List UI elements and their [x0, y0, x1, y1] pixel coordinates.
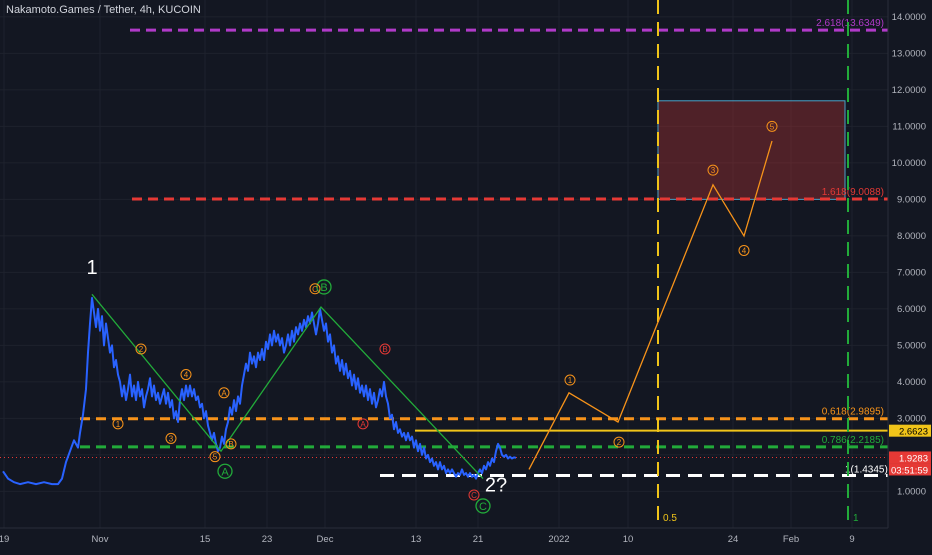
- price-axis-label: 10.0000: [892, 158, 926, 169]
- wave-label-text: A: [221, 389, 227, 398]
- symbol-title: Nakamoto.Games / Tether, 4h, KUCOIN: [6, 4, 201, 16]
- wave-label-circle: [135, 343, 147, 355]
- time-axis-label: 24: [728, 534, 739, 545]
- price-axis-label: 5.0000: [897, 340, 926, 351]
- wave-label-text: 1: [568, 376, 573, 385]
- wave-label-circle: [357, 418, 369, 430]
- price-axis-label: 3.0000: [897, 413, 926, 424]
- wave-label-circle: [475, 498, 491, 514]
- wave-label-text: 4: [742, 246, 747, 255]
- price-axis-label: 7.0000: [897, 267, 926, 278]
- fib-level-label: 2.618(13.6349): [816, 18, 884, 29]
- time-axis-label: 21: [473, 534, 484, 545]
- wave-label-circle: [225, 438, 237, 450]
- wave-label-circle: [707, 164, 719, 176]
- wave-label-circle: [309, 283, 321, 295]
- time-axis-label: Dec: [317, 534, 334, 545]
- projection-path[interactable]: [528, 140, 773, 470]
- time-line-label: 0.5: [663, 513, 677, 524]
- price-axis-label: 11.0000: [892, 121, 926, 132]
- wave-label-text: 4: [184, 371, 189, 380]
- price-tag: [889, 424, 931, 437]
- fib-level-label: 0.786(2.2185): [822, 435, 884, 446]
- wave-label-text: A: [360, 420, 366, 429]
- time-axis[interactable]: [0, 528, 932, 550]
- price-tag: [889, 451, 931, 464]
- wave-label-text: 2: [139, 345, 144, 354]
- price-tag-label: 1.9283: [899, 453, 928, 464]
- wave-label-circle: [112, 418, 124, 430]
- time-axis-label: Nov: [92, 534, 109, 545]
- price-axis-label: 9.0000: [897, 194, 926, 205]
- wave-label-circle: [217, 463, 233, 479]
- time-axis-label: 9: [849, 534, 854, 545]
- wave-label-text: A: [221, 466, 229, 478]
- wave-label-circle: [468, 489, 480, 501]
- time-axis-label: 10: [623, 534, 634, 545]
- wave-label-text: 2: [617, 438, 622, 447]
- price-axis-label: 13.0000: [892, 48, 926, 59]
- fib-level-label: 1(1.4345): [845, 464, 888, 475]
- time-axis-label: 19: [0, 534, 9, 545]
- wave-label-text: B: [228, 440, 233, 449]
- wave-label-big: 1: [86, 257, 97, 279]
- price-axis-label: 14.0000: [892, 12, 926, 23]
- wave-label-circle: [738, 244, 750, 256]
- price-axis-label: 12.0000: [892, 85, 926, 96]
- fib-level-label: 1.618(9.0088): [822, 187, 884, 198]
- price-series-line[interactable]: [2, 296, 517, 486]
- time-axis-label: Feb: [783, 534, 799, 545]
- price-axis-label: 1.0000: [897, 486, 926, 497]
- wave-label-text: C: [471, 491, 477, 500]
- wave-label-text: 3: [711, 166, 716, 175]
- wave-label-circle: [180, 369, 192, 381]
- wave-label-text: 1: [116, 420, 121, 429]
- time-axis-label: 23: [262, 534, 273, 545]
- wave-label-text: 5: [770, 122, 775, 131]
- wave-label-text: C: [312, 285, 318, 294]
- time-axis-label: 13: [411, 534, 422, 545]
- wave-label-circle: [165, 432, 177, 444]
- wave-line[interactable]: [91, 293, 484, 480]
- time-axis-label: 15: [200, 534, 211, 545]
- wave-label-text: 3: [169, 434, 174, 443]
- wave-label-text: C: [479, 501, 487, 513]
- time-line-label: 1: [853, 513, 859, 524]
- target-zone-box[interactable]: [657, 100, 846, 200]
- wave-label-circle: [218, 387, 230, 399]
- wave-label-text: B: [382, 345, 387, 354]
- wave-label-big: 2?: [485, 474, 507, 496]
- wave-label-circle: [209, 451, 221, 463]
- wave-label-circle: [613, 436, 625, 448]
- wave-label-circle: [316, 279, 332, 295]
- wave-label-circle: [379, 343, 391, 355]
- price-tag: [889, 463, 931, 476]
- price-tag-label: 2.6623: [899, 427, 928, 438]
- wave-label-circle: [766, 120, 778, 132]
- time-axis-label: 2022: [548, 534, 569, 545]
- wave-label-circle: [564, 374, 576, 386]
- fib-level-label: 0.618(2.9895): [822, 407, 884, 418]
- price-tag-label: 03:51:59: [891, 465, 928, 476]
- price-axis-label: 8.0000: [897, 231, 926, 242]
- wave-label-text: 5: [213, 453, 218, 462]
- price-axis-label: 4.0000: [897, 377, 926, 388]
- wave-label-text: B: [320, 282, 327, 294]
- price-axis-label: 6.0000: [897, 304, 926, 315]
